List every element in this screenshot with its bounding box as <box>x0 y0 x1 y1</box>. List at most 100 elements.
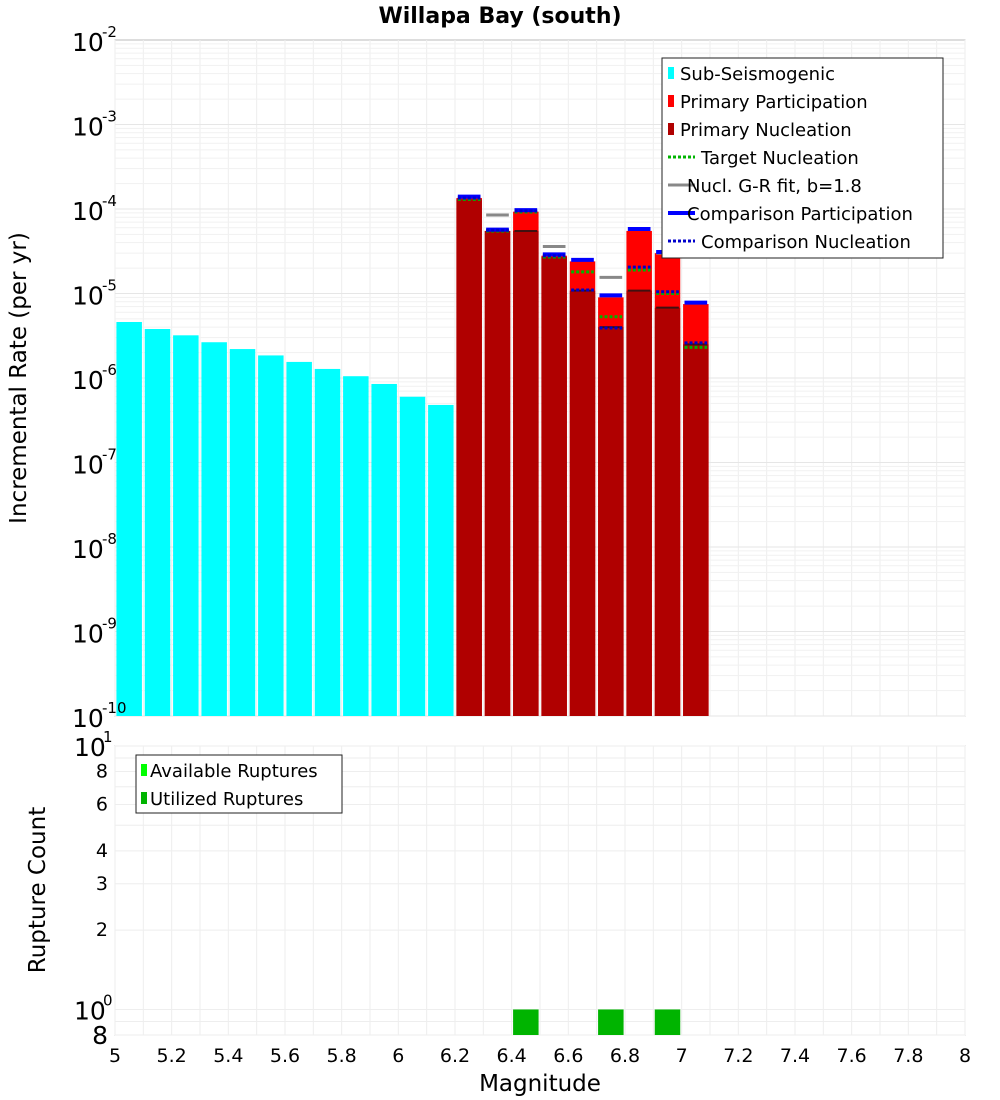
rate-y-tick-base: 10 <box>72 535 104 564</box>
x-tick-label: 7.6 <box>837 1045 867 1067</box>
legend-label: Comparison Participation <box>687 204 913 225</box>
legend-swatch-bar <box>668 67 674 79</box>
rate-y-tick: 10-4 <box>72 192 117 226</box>
rate-legend-item: Comparison Participation <box>668 204 913 225</box>
sub-seismogenic-bar <box>229 349 256 716</box>
count-y-tick-label: 2 <box>96 919 108 941</box>
count-y-tick-label: 8 <box>92 1021 108 1050</box>
sub-seismogenic-bar <box>144 329 171 716</box>
x-tick-label: 6 <box>392 1045 404 1067</box>
count-y-tick: 3 <box>96 873 108 895</box>
x-axis-label: Magnitude <box>479 1071 601 1097</box>
legend-label: Primary Participation <box>680 92 868 113</box>
primary-nucleation-bar <box>541 257 567 716</box>
sub-seismogenic-bar <box>314 368 341 716</box>
rate-y-axis-label: Incremental Rate (per yr) <box>6 232 32 524</box>
rate-legend-item: Primary Participation <box>668 92 868 113</box>
x-tick-label: 5.4 <box>213 1045 243 1067</box>
sub-seismogenic-bar <box>286 361 312 716</box>
x-tick-label: 8 <box>959 1045 971 1067</box>
count-y-tick-base: 10 <box>74 733 106 762</box>
legend-label: Sub-Seismogenic <box>680 64 835 85</box>
rate-y-tick-exponent: -2 <box>102 23 117 41</box>
rate-y-ticks: 10-210-310-410-510-610-710-810-910-10 <box>72 23 127 733</box>
count-y-tick-exponent: 0 <box>103 991 113 1009</box>
rate-y-tick-exponent: -7 <box>102 446 117 464</box>
primary-nucleation-bar <box>456 199 482 717</box>
rate-y-tick: 10-3 <box>72 108 117 142</box>
utilized-ruptures-bar <box>654 1009 681 1035</box>
x-tick-label: 6.8 <box>610 1045 640 1067</box>
count-legend: Available Ruptures Utilized Ruptures <box>135 754 343 814</box>
primary-nucleation-bar <box>598 327 624 716</box>
legend-label: Target Nucleation <box>700 148 859 169</box>
rate-y-tick: 10-5 <box>72 277 117 311</box>
sub-seismogenic-bar <box>371 383 397 716</box>
rate-y-tick: 10-7 <box>72 446 117 480</box>
count-y-tick-base: 10 <box>74 996 106 1025</box>
rate-y-tick-base: 10 <box>72 366 104 395</box>
chart-title: Willapa Bay (south) <box>378 4 621 29</box>
rate-y-tick-base: 10 <box>72 282 104 311</box>
legend-label: Comparison Nucleation <box>701 232 911 253</box>
primary-nucleation-bar <box>484 230 511 717</box>
count-y-tick: 4 <box>96 840 108 862</box>
count-y-tick: 8 <box>92 1021 108 1050</box>
rate-y-tick-exponent: -8 <box>102 530 117 548</box>
count-legend-item: Utilized Ruptures <box>141 789 303 810</box>
sub-seismogenic-bar <box>116 321 142 716</box>
rate-y-tick-exponent: -6 <box>102 361 117 379</box>
rate-y-tick-exponent: -4 <box>102 192 117 210</box>
count-y-tick-label: 6 <box>96 793 108 815</box>
legend-label: Available Ruptures <box>150 761 318 782</box>
sub-seismogenic-bar <box>428 404 454 716</box>
rate-y-tick-exponent: -10 <box>102 699 127 717</box>
sub-seismogenic-bar <box>343 376 369 716</box>
rate-y-tick: 10-9 <box>72 615 117 649</box>
legend-swatch-bar <box>141 764 147 776</box>
count-y-axis-label: Rupture Count <box>25 807 51 973</box>
legend-swatch-bar <box>141 792 147 804</box>
sub-seismogenic-bar <box>258 355 284 716</box>
x-tick-label: 5 <box>109 1045 121 1067</box>
utilized-ruptures-bar <box>598 1009 624 1035</box>
rate-y-tick: 10-8 <box>72 530 117 564</box>
rate-legend-item: Target Nucleation <box>668 148 859 169</box>
rate-y-tick: 10-6 <box>72 361 117 395</box>
x-tick-label: 6.2 <box>440 1045 470 1067</box>
x-tick-label: 6.4 <box>497 1045 527 1067</box>
count-gridlines <box>114 745 966 1036</box>
rate-legend-box <box>661 57 944 259</box>
rate-y-tick-base: 10 <box>72 197 104 226</box>
rate-y-tick-base: 10 <box>72 620 104 649</box>
x-tick-label: 5.6 <box>270 1045 300 1067</box>
rate-y-tick-base: 10 <box>72 451 104 480</box>
count-legend-box <box>135 754 343 814</box>
x-tick-label: 7.2 <box>723 1045 753 1067</box>
rate-legend: Sub-Seismogenic Primary Participation Prim… <box>661 57 944 259</box>
rate-y-tick-base: 10 <box>72 113 104 142</box>
count-y-tick: 6 <box>96 793 108 815</box>
count-x-ticks: 5 5.2 5.4 5.6 5.8 6 6.2 6.4 6.6 6.8 7 7.2 7.4 7.6 7.8 8 <box>109 1045 971 1067</box>
count-y-tick: 2 <box>96 919 108 941</box>
count-y-tick: 8 <box>96 761 108 783</box>
primary-nucleation-bar <box>513 230 539 717</box>
x-tick-label: 6.6 <box>553 1045 583 1067</box>
rate-legend-item: Comparison Nucleation <box>668 232 911 253</box>
x-tick-label: 7.8 <box>893 1045 923 1067</box>
count-bars <box>513 1009 681 1035</box>
legend-label: Primary Nucleation <box>680 120 852 141</box>
count-y-tick-label: 3 <box>96 873 108 895</box>
sub-seismogenic-bar <box>399 396 426 716</box>
count-y-tick: 100 <box>74 991 113 1025</box>
legend-swatch-bar <box>668 123 674 135</box>
rate-y-tick-exponent: -5 <box>102 277 117 295</box>
x-tick-label: 7.4 <box>780 1045 810 1067</box>
rate-y-tick-exponent: -9 <box>102 615 117 633</box>
primary-nucleation-bar <box>683 344 709 716</box>
count-y-tick: 101 <box>74 728 113 762</box>
count-y-tick-label: 4 <box>96 840 108 862</box>
